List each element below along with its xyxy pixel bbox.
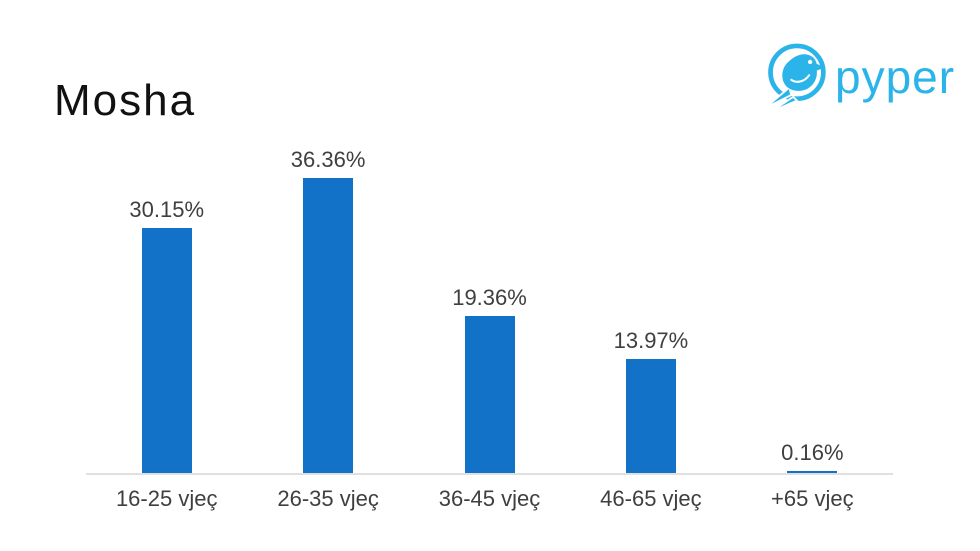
data-label: 19.36% [452,284,527,310]
bar [787,471,838,473]
category-label: 36-45 vjeç [438,486,541,511]
data-label: 13.97% [613,327,689,353]
category-label: +65 vjeç [771,486,854,511]
bar-column: 0.16% [732,140,893,473]
bar [464,316,515,473]
data-label: 0.16% [781,439,844,465]
brand-wordmark: pyper [835,51,956,103]
bar-column: 30.15% [86,140,247,473]
page-title: Mosha [54,76,197,125]
bar-column: 36.36% [247,140,408,473]
category-label: 16-25 vjeç [115,486,218,511]
data-label: 36.36% [290,146,366,172]
bar-column: 19.36% [409,140,570,473]
category-axis: 16-25 vjeç 26-35 vjeç 36-45 vjeç 46-65 vjeç… [86,486,893,512]
bar [625,359,676,473]
category-label: 46-65 vjeç [600,486,702,511]
category-label: 26-35 vjeç [277,486,379,511]
pyper-bird-icon [764,43,826,113]
brand-logo: pyper [763,42,955,114]
bar [303,178,354,473]
bar-column: 13.97% [570,140,731,473]
plot-area: 30.15% 36.36% 19.36% 13.97% 0.16% [86,140,893,475]
data-label: 30.15% [129,196,205,222]
bar [141,228,192,473]
